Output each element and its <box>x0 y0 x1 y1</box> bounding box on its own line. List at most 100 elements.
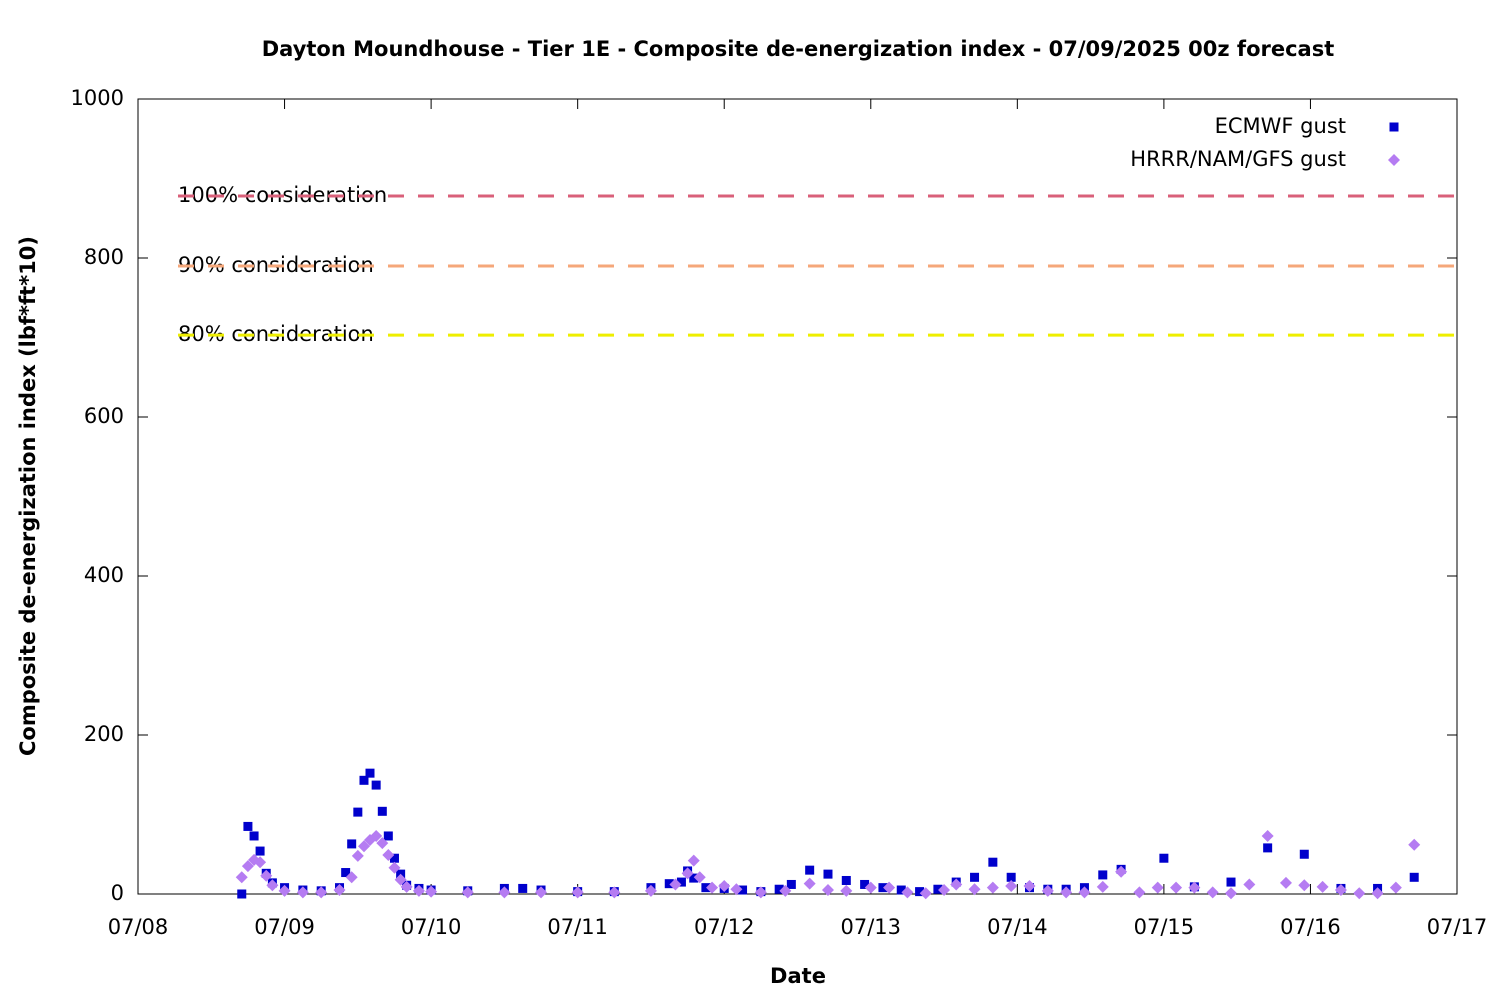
point <box>1006 872 1016 882</box>
point <box>518 883 528 893</box>
point <box>1243 878 1256 891</box>
x-tick-label: 07/11 <box>547 915 608 939</box>
point <box>669 878 682 891</box>
point <box>730 883 743 896</box>
point <box>1096 880 1109 893</box>
x-tick-label: 07/08 <box>108 915 169 939</box>
point <box>1023 880 1036 893</box>
point <box>933 884 943 894</box>
point <box>919 887 932 900</box>
point <box>571 886 584 899</box>
point <box>1005 880 1018 893</box>
point <box>878 883 888 893</box>
point <box>1261 829 1274 842</box>
point <box>266 879 279 892</box>
x-tick-label: 07/13 <box>841 915 902 939</box>
point <box>1263 843 1273 853</box>
point <box>706 881 719 894</box>
point <box>689 873 699 883</box>
x-tick-label: 07/12 <box>694 915 755 939</box>
x-tick-label: 07/16 <box>1280 915 1341 939</box>
point <box>1170 881 1183 894</box>
point <box>425 885 438 898</box>
point <box>341 868 351 878</box>
legend-marker <box>1388 154 1400 166</box>
x-tick-label: 07/10 <box>401 915 462 939</box>
x-tick-label: 07/14 <box>987 915 1048 939</box>
point <box>296 886 309 899</box>
point <box>400 880 413 893</box>
x-tick-label: 07/09 <box>254 915 315 939</box>
point <box>365 768 375 778</box>
point <box>249 831 259 841</box>
point <box>278 884 291 897</box>
point <box>1188 881 1201 894</box>
point <box>1299 849 1309 859</box>
point <box>1353 887 1366 900</box>
point <box>412 884 425 897</box>
point <box>347 839 357 849</box>
point <box>376 837 389 850</box>
point <box>1371 887 1384 900</box>
y-axis-label: Composite de-energization index (lbf*ft*… <box>16 236 40 756</box>
x-axis-label: Date <box>770 964 826 988</box>
point <box>315 886 328 899</box>
y-tick-label: 400 <box>84 563 124 587</box>
point <box>1206 886 1219 899</box>
point <box>823 869 833 879</box>
point <box>243 821 253 831</box>
point <box>1298 879 1311 892</box>
point <box>644 884 657 897</box>
point <box>235 871 248 884</box>
point <box>986 881 999 894</box>
point <box>840 884 853 897</box>
point <box>803 877 816 890</box>
point <box>1225 887 1238 900</box>
point <box>371 780 381 790</box>
point <box>1041 884 1054 897</box>
point <box>841 875 851 885</box>
point <box>260 869 273 882</box>
point <box>883 881 896 894</box>
point <box>608 886 621 899</box>
point <box>786 879 796 889</box>
plot-frame <box>137 98 1458 895</box>
point <box>1133 886 1146 899</box>
y-tick-label: 200 <box>84 722 124 746</box>
point <box>950 878 963 891</box>
point <box>1408 838 1421 851</box>
legend-label: ECMWF gust <box>1215 114 1346 138</box>
point <box>1334 884 1347 897</box>
point <box>1159 853 1169 863</box>
point <box>860 879 870 889</box>
chart-title: Dayton Moundhouse - Tier 1E - Composite … <box>262 37 1335 61</box>
point <box>353 807 363 817</box>
point <box>1078 886 1091 899</box>
point <box>693 871 706 884</box>
point <box>1409 872 1419 882</box>
point <box>701 883 711 893</box>
point <box>351 849 364 862</box>
point <box>377 806 387 816</box>
point <box>779 884 792 897</box>
point <box>901 886 914 899</box>
point <box>687 854 700 867</box>
point <box>938 884 951 897</box>
point <box>1316 880 1329 893</box>
point <box>805 865 815 875</box>
point <box>461 886 474 899</box>
point <box>1389 881 1402 894</box>
x-tick-label: 07/15 <box>1134 915 1195 939</box>
point <box>383 831 393 841</box>
point <box>988 857 998 867</box>
point <box>333 884 346 897</box>
point <box>357 840 370 853</box>
point <box>681 867 694 880</box>
point <box>1226 877 1236 887</box>
x-tick-label: 07/17 <box>1427 915 1488 939</box>
point <box>738 885 748 895</box>
point <box>676 877 686 887</box>
point <box>1098 870 1108 880</box>
point <box>345 871 358 884</box>
